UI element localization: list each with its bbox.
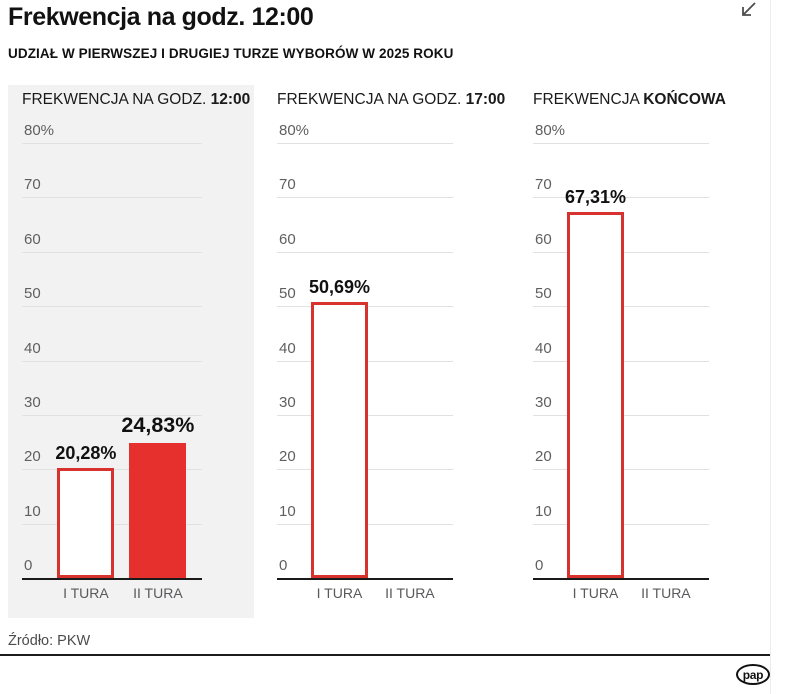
panel-title-regular: FREKWENCJA NA GODZ. <box>22 91 211 108</box>
y-tick-label: 30 <box>279 393 296 411</box>
panel-title-bold: 12:00 <box>210 91 251 108</box>
y-tick-label: 60 <box>535 230 552 248</box>
gridline <box>22 306 202 308</box>
category-label: I TURA <box>572 585 619 601</box>
y-tick-label: 40 <box>535 339 552 357</box>
y-tick-label: 20 <box>535 448 552 466</box>
page-subtitle: UDZIAŁ W PIERWSZEJ I DRUGIEJ TURZE WYBOR… <box>8 46 454 61</box>
pap-logo: pap <box>736 664 770 685</box>
right-edge-divider <box>770 0 771 694</box>
page-title: Frekwencja na godz. 12:00 <box>8 3 314 31</box>
category-label: II TURA <box>641 585 691 601</box>
y-tick-label: 80% <box>535 122 566 139</box>
bar-i-tura <box>566 212 624 578</box>
y-tick-label: 10 <box>279 502 296 520</box>
y-tick-label: 80% <box>24 122 55 139</box>
footer-divider <box>0 654 770 656</box>
value-label: 50,69% <box>308 277 370 298</box>
gridline <box>533 143 709 144</box>
category-label: II TURA <box>133 585 183 601</box>
bar-ii-tura <box>129 442 187 578</box>
bar-i-tura <box>310 302 368 578</box>
y-tick-label: 40 <box>279 339 296 357</box>
y-tick-label: 0 <box>279 557 288 574</box>
y-tick-label: 0 <box>24 557 33 574</box>
value-label: 24,83% <box>121 413 195 438</box>
panel-title-bold: KOŃCOWA <box>643 91 726 108</box>
y-tick-label: 70 <box>24 176 41 194</box>
pap-logo-text: pap <box>742 667 764 682</box>
y-tick-label: 20 <box>279 448 296 466</box>
gridline <box>22 143 202 144</box>
source-label: Źródło: PKW <box>8 633 91 649</box>
y-tick-label: 70 <box>279 176 296 194</box>
y-tick-label: 10 <box>535 502 552 520</box>
bar-i-tura <box>57 467 115 578</box>
category-label: II TURA <box>385 585 435 601</box>
y-tick-label: 50 <box>535 285 552 303</box>
y-tick-label: 70 <box>535 176 552 194</box>
y-tick-label: 50 <box>24 285 41 303</box>
gridline <box>277 197 453 199</box>
gridline <box>22 360 202 362</box>
x-axis <box>533 578 709 580</box>
gridline <box>277 251 453 253</box>
y-tick-label: 40 <box>24 339 41 357</box>
y-tick-label: 30 <box>24 393 41 411</box>
category-label: I TURA <box>63 585 109 601</box>
y-tick-label: 0 <box>535 557 544 574</box>
collapse-arrow-icon[interactable] <box>739 1 759 19</box>
gridline <box>533 197 709 199</box>
y-tick-label: 60 <box>24 230 41 248</box>
category-label: I TURA <box>316 585 363 601</box>
value-label: 67,31% <box>564 187 626 207</box>
y-tick-label: 20 <box>24 448 41 466</box>
panel-title-regular: FREKWENCJA NA GODZ. <box>277 91 466 108</box>
panel-title: FREKWENCJA KOŃCOWA <box>533 91 726 109</box>
panel-title: FREKWENCJA NA GODZ. 12:00 <box>22 91 250 109</box>
gridline <box>277 143 453 144</box>
y-tick-label: 50 <box>279 285 296 303</box>
panel-title-bold: 17:00 <box>465 91 506 108</box>
value-label: 20,28% <box>55 442 117 463</box>
y-tick-label: 80% <box>279 122 310 139</box>
panel-title-regular: FREKWENCJA <box>533 91 644 108</box>
y-tick-label: 10 <box>24 502 41 520</box>
y-tick-label: 60 <box>279 230 296 248</box>
x-axis <box>22 578 202 580</box>
gridline <box>22 414 202 416</box>
x-axis <box>277 578 453 580</box>
y-tick-label: 30 <box>535 393 552 411</box>
gridline <box>22 197 202 199</box>
gridline <box>22 251 202 253</box>
panel-title: FREKWENCJA NA GODZ. 17:00 <box>277 91 505 109</box>
